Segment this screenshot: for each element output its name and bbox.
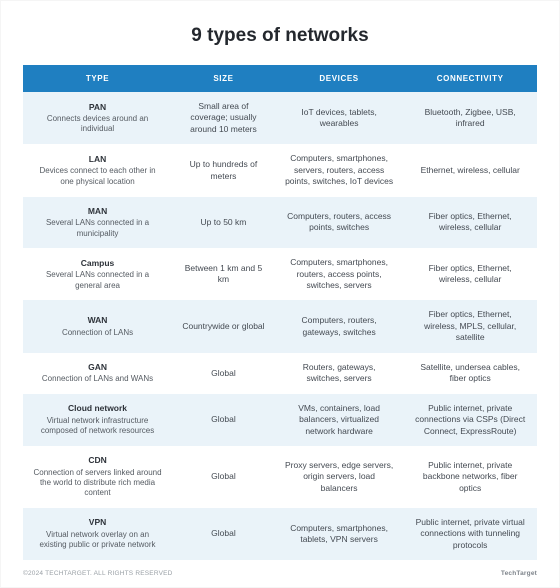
cell-connectivity: Public internet, private virtual connect… <box>403 508 537 560</box>
cell-size: Up to hundreds of meters <box>172 144 275 196</box>
cell-connectivity: Fiber optics, Ethernet, wireless, cellul… <box>403 248 537 300</box>
cell-type: PANConnects devices around an individual <box>23 92 172 144</box>
type-desc: Devices connect to each other in one phy… <box>33 166 162 187</box>
cell-type: MANSeveral LANs connected in a municipal… <box>23 197 172 248</box>
cell-type: CDN Connection of servers linked around t… <box>23 446 172 508</box>
type-name: PAN <box>33 102 162 113</box>
header-row: TYPE SIZE DEVICES CONNECTIVITY <box>23 65 537 92</box>
cell-connectivity: Fiber optics, Ethernet, wireless, MPLS, … <box>403 300 537 352</box>
header-devices: DEVICES <box>275 65 404 92</box>
cell-devices: Computers, smartphones, servers, routers… <box>275 144 404 196</box>
table-row: Cloud network Virtual network infrastruct… <box>23 394 537 446</box>
table-row: CampusSeveral LANs connected in a genera… <box>23 248 537 300</box>
cell-connectivity: Ethernet, wireless, cellular <box>403 144 537 196</box>
type-desc: Virtual network infrastructure composed … <box>33 416 162 437</box>
cell-type: CampusSeveral LANs connected in a genera… <box>23 248 172 300</box>
type-desc: Connection of LANs and WANs <box>33 374 162 384</box>
table-row: PANConnects devices around an individual… <box>23 92 537 144</box>
cell-size: Small area of coverage; usually around 1… <box>172 92 275 144</box>
cell-size: Countrywide or global <box>172 300 275 352</box>
cell-devices: Computers, smartphones, tablets, VPN ser… <box>275 508 404 560</box>
cell-type: GANConnection of LANs and WANs <box>23 353 172 394</box>
type-name: VPN <box>33 517 162 528</box>
cell-devices: Routers, gateways, switches, servers <box>275 353 404 394</box>
type-name: GAN <box>33 362 162 373</box>
cell-type: WAN Connection of LANs <box>23 300 172 352</box>
page: 9 types of networks TYPE SIZE DEVICES CO… <box>0 0 560 588</box>
page-title: 9 types of networks <box>23 25 537 47</box>
footer-brand: TechTarget <box>501 570 537 577</box>
table-row: GANConnection of LANs and WANsGlobalRout… <box>23 353 537 394</box>
cell-type: Cloud network Virtual network infrastruct… <box>23 394 172 446</box>
table-row: MANSeveral LANs connected in a municipal… <box>23 197 537 248</box>
cell-size: Global <box>172 508 275 560</box>
cell-size: Up to 50 km <box>172 197 275 248</box>
cell-connectivity: Satellite, undersea cables, fiber optics <box>403 353 537 394</box>
cell-connectivity: Public internet, private connections via… <box>403 394 537 446</box>
type-desc: Connects devices around an individual <box>33 114 162 135</box>
type-name: CDN <box>33 455 162 466</box>
footer-copyright: ©2024 TECHTARGET. ALL RIGHTS RESERVED <box>23 570 173 577</box>
footer: ©2024 TECHTARGET. ALL RIGHTS RESERVED Te… <box>23 570 537 577</box>
cell-devices: Computers, routers, access points, switc… <box>275 197 404 248</box>
table-row: VPN Virtual network overlay on an existin… <box>23 508 537 560</box>
cell-connectivity: Fiber optics, Ethernet, wireless, cellul… <box>403 197 537 248</box>
type-desc: Connection of LANs <box>33 328 162 338</box>
type-name: Campus <box>33 258 162 269</box>
type-name: WAN <box>33 315 162 326</box>
cell-connectivity: Public internet, private backbone networ… <box>403 446 537 508</box>
cell-type: LANDevices connect to each other in one … <box>23 144 172 196</box>
type-desc: Connection of servers linked around the … <box>33 468 162 499</box>
cell-connectivity: Bluetooth, Zigbee, USB, infrared <box>403 92 537 144</box>
type-name: Cloud network <box>33 403 162 414</box>
table-row: LANDevices connect to each other in one … <box>23 144 537 196</box>
networks-table: TYPE SIZE DEVICES CONNECTIVITY PANConnec… <box>23 65 537 560</box>
cell-devices: VMs, containers, load balancers, virtual… <box>275 394 404 446</box>
cell-devices: Proxy servers, edge servers, origin serv… <box>275 446 404 508</box>
table-row: WAN Connection of LANs Countrywide or glob… <box>23 300 537 352</box>
type-desc: Several LANs connected in a municipality <box>33 218 162 239</box>
cell-size: Global <box>172 394 275 446</box>
table-row: CDN Connection of servers linked around t… <box>23 446 537 508</box>
cell-devices: Computers, routers, gateways, switches <box>275 300 404 352</box>
cell-size: Global <box>172 446 275 508</box>
type-desc: Virtual network overlay on an existing p… <box>33 530 162 551</box>
header-connectivity: CONNECTIVITY <box>403 65 537 92</box>
cell-size: Global <box>172 353 275 394</box>
type-desc: Several LANs connected in a general area <box>33 270 162 291</box>
type-name: MAN <box>33 206 162 217</box>
type-name: LAN <box>33 154 162 165</box>
header-size: SIZE <box>172 65 275 92</box>
cell-devices: IoT devices, tablets, wearables <box>275 92 404 144</box>
header-type: TYPE <box>23 65 172 92</box>
table-body: PANConnects devices around an individual… <box>23 92 537 560</box>
cell-size: Between 1 km and 5 km <box>172 248 275 300</box>
cell-devices: Computers, smartphones, routers, access … <box>275 248 404 300</box>
cell-type: VPN Virtual network overlay on an existin… <box>23 508 172 560</box>
